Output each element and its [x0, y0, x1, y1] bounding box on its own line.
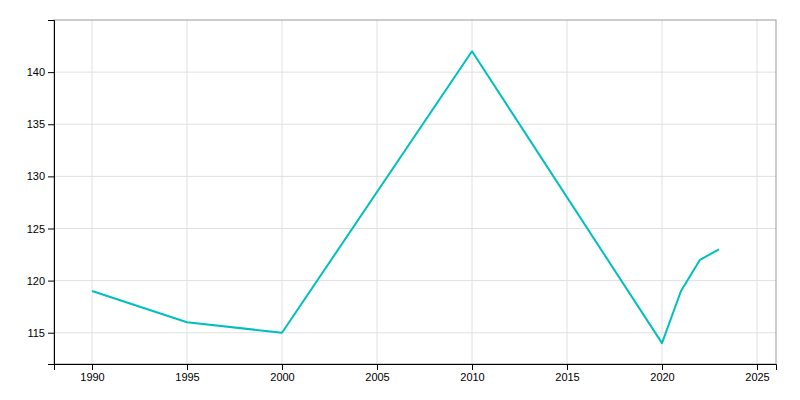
grid-line-x	[187, 20, 188, 364]
tick-label: 2005	[365, 371, 389, 383]
grid-line-y	[54, 332, 776, 333]
tick-mark	[567, 364, 568, 370]
x-axis: 1990 1995 2000 2005 2010 2015 2020 2025	[55, 364, 777, 383]
plot-frame	[54, 20, 776, 364]
grid-line-x	[567, 20, 568, 364]
axis-line	[55, 365, 777, 371]
tick: 125	[27, 223, 54, 235]
data-line	[92, 51, 719, 343]
tick-mark	[187, 364, 188, 370]
tick-mark	[48, 333, 54, 334]
chart-svg: 1990 1995 2000 2005 2010 2015 2020 2025 115 120 12…	[0, 0, 800, 400]
tick-label: 125	[27, 223, 45, 235]
tick-label: 1990	[80, 371, 104, 383]
tick: 2000	[270, 364, 294, 383]
tick: 2020	[650, 364, 674, 383]
tick-label: 140	[27, 66, 45, 78]
grid	[54, 20, 776, 364]
tick: 2010	[460, 364, 484, 383]
plot-area: 1990 1995 2000 2005 2010 2015 2020 2025 115 120 12…	[27, 20, 777, 383]
tick: 115	[27, 327, 54, 339]
tick-mark	[48, 281, 54, 282]
tick-label: 2020	[650, 371, 674, 383]
grid-line-x	[92, 20, 93, 364]
axis-line	[48, 21, 55, 365]
grid-line-y	[54, 124, 776, 125]
grid-line-y	[54, 72, 776, 73]
tick-mark	[282, 364, 283, 370]
tick-mark	[757, 364, 758, 370]
tick-mark	[92, 364, 93, 370]
tick-mark	[48, 228, 54, 229]
tick-label: 135	[27, 118, 45, 130]
tick: 120	[27, 275, 54, 287]
tick-mark	[662, 364, 663, 370]
tick-mark	[48, 72, 54, 73]
grid-line-y	[54, 280, 776, 281]
tick-label: 2025	[745, 371, 769, 383]
grid-line-x	[757, 20, 758, 364]
grid-line-y	[54, 228, 776, 229]
tick-label: 2010	[460, 371, 484, 383]
grid-line-x	[282, 20, 283, 364]
tick-label: 115	[27, 327, 45, 339]
tick-mark	[377, 364, 378, 370]
tick-label: 130	[27, 170, 45, 182]
tick-label: 2000	[270, 371, 294, 383]
tick: 130	[27, 170, 54, 182]
tick: 140	[27, 66, 54, 78]
grid-line-y	[54, 176, 776, 177]
y-axis: 115 120 125 130 135 140	[27, 21, 55, 365]
tick-mark	[48, 176, 54, 177]
tick-mark	[48, 124, 54, 125]
tick: 1995	[175, 364, 199, 383]
tick-label: 120	[27, 275, 45, 287]
tick-mark	[472, 364, 473, 370]
grid-line-x	[662, 20, 663, 364]
marks	[92, 51, 719, 343]
tick: 2015	[555, 364, 579, 383]
tick: 135	[27, 118, 54, 130]
tick: 1990	[80, 364, 104, 383]
tick-label: 2015	[555, 371, 579, 383]
tick: 2005	[365, 364, 389, 383]
tick: 2025	[745, 364, 769, 383]
grid-line-x	[472, 20, 473, 364]
tick-label: 1995	[175, 371, 199, 383]
